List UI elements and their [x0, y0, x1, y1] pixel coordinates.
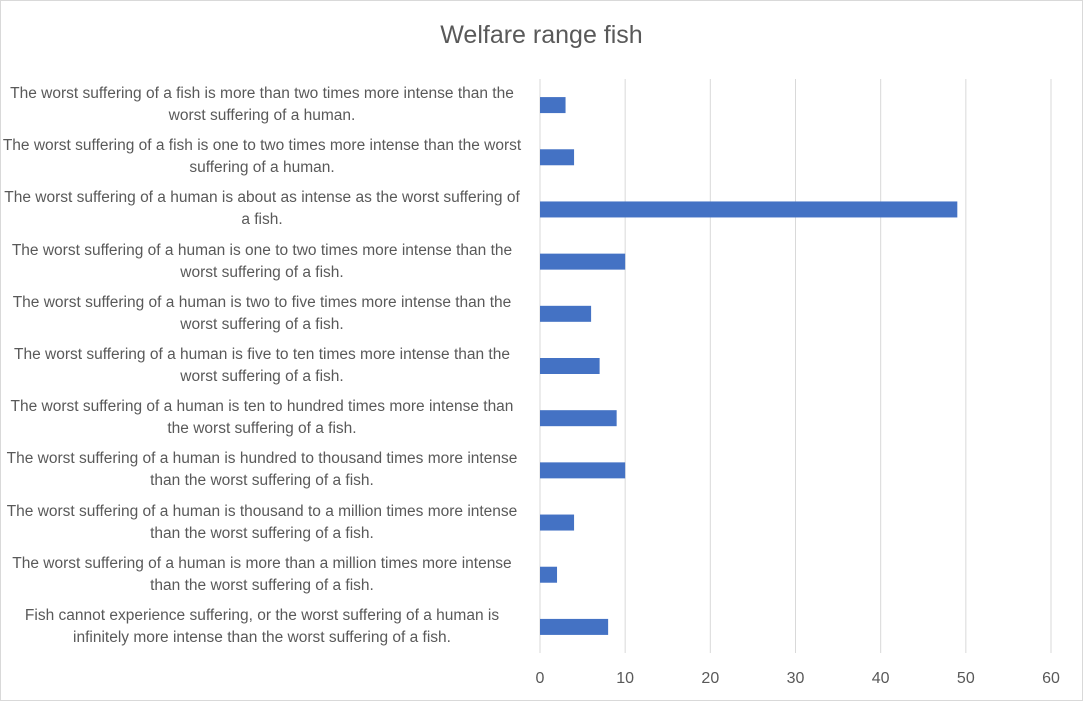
- x-tick-label: 10: [616, 670, 634, 687]
- bar: [540, 149, 575, 166]
- bar: [540, 358, 600, 374]
- bar: [540, 566, 558, 583]
- category-label: The worst suffering of a human is ten to…: [10, 398, 514, 438]
- bar: [540, 97, 566, 114]
- category-label: The worst suffering of a fish is one to …: [2, 137, 522, 177]
- bar: [540, 514, 575, 531]
- category-label: The worst suffering of a human is five t…: [14, 346, 510, 385]
- x-tick-label: 0: [536, 670, 545, 687]
- category-label: The worst suffering of a fish is more th…: [10, 85, 514, 125]
- category-label: Fish cannot experience suffering, or the…: [24, 606, 500, 646]
- category-label: The worst suffering of a human is two to…: [12, 293, 512, 333]
- bar: [540, 618, 609, 635]
- bar: [540, 462, 626, 479]
- chart-title: Welfare range fish: [440, 21, 643, 49]
- x-tick-label: 60: [1042, 670, 1060, 687]
- x-tick-label: 50: [957, 670, 975, 687]
- category-label: The worst suffering of a human is about …: [4, 189, 520, 229]
- category-label: The worst suffering of a human is hundre…: [6, 450, 518, 490]
- x-tick-label: 20: [701, 670, 719, 687]
- category-label: The worst suffering of a human is one to…: [11, 241, 513, 281]
- bar: [540, 410, 617, 427]
- x-tick-label: 30: [787, 670, 805, 687]
- bar: [540, 253, 626, 270]
- category-label: The worst suffering of a human is thousa…: [6, 502, 518, 542]
- bar: [540, 201, 958, 218]
- x-tick-label: 40: [872, 670, 890, 687]
- category-label: The worst suffering of a human is more t…: [12, 554, 512, 594]
- bar: [540, 305, 592, 322]
